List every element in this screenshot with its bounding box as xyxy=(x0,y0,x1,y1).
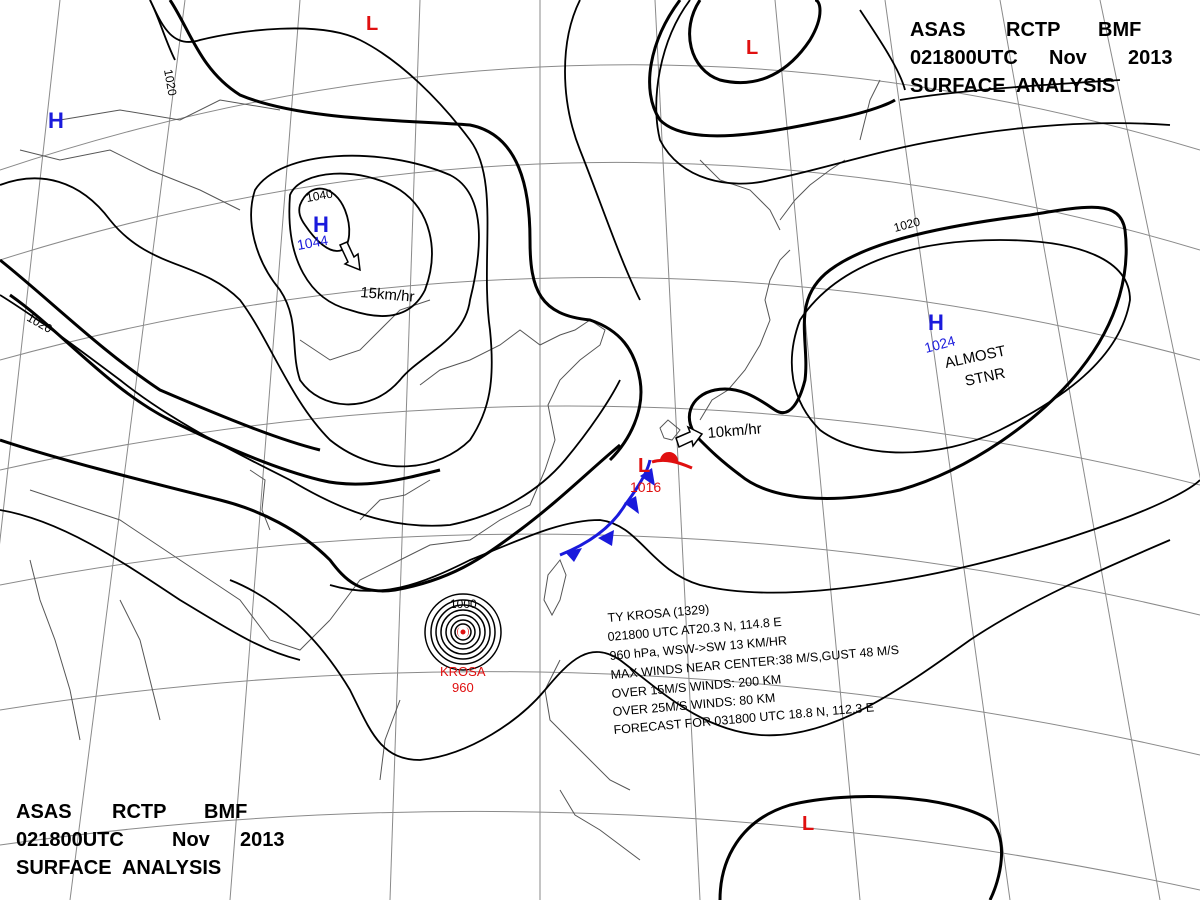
isobar-1016-west xyxy=(0,294,621,527)
high-symbol-pacific: H xyxy=(928,310,944,335)
header-bottom-left: ASAS RCTP BMF 021800UTC Nov 2013 SURFACE… xyxy=(16,801,285,879)
motion-label-frontal-low: 10km/hr xyxy=(707,420,762,442)
isobar-high-pacific-inner xyxy=(790,239,1131,454)
cold-front-triangle xyxy=(640,468,655,486)
header-office: BMF xyxy=(1098,19,1141,41)
footer-month: Nov xyxy=(172,829,211,851)
cold-front xyxy=(559,459,655,562)
isobar-label-nw: 1020 xyxy=(25,310,55,336)
isobar-sw-loop xyxy=(0,509,301,661)
isobar-1020-se xyxy=(718,795,1004,900)
isobar-1020-south xyxy=(0,438,621,593)
isobar-label-east: 1020 xyxy=(892,214,922,235)
motion-label-mongolia: 15km/hr xyxy=(360,284,415,306)
isobar-top-right xyxy=(859,9,906,91)
motion-arrow-mongolia xyxy=(338,241,361,272)
isobar-1024-north xyxy=(0,0,493,468)
header-top-right: ASAS RCTP BMF 021800UTC Nov 2013 SURFACE… xyxy=(910,19,1173,97)
typhoon-name: KROSA xyxy=(440,664,486,679)
typhoon-pressure: 960 xyxy=(452,680,474,695)
footer-title: SURFACE ANALYSIS xyxy=(16,857,221,879)
header-month: Nov xyxy=(1049,47,1088,69)
isobar-south xyxy=(229,539,1171,761)
isobar-1020-kamchatka xyxy=(688,0,822,85)
low-value-frontal: 1016 xyxy=(630,479,661,495)
isobar-label-top: 1020 xyxy=(161,68,179,97)
footer-year: 2013 xyxy=(240,829,285,851)
isobar-1020-top xyxy=(168,0,643,462)
typhoon-isobars xyxy=(424,593,502,671)
isobar-high-1036 xyxy=(288,172,433,317)
high-symbol-nw-edge: H xyxy=(48,108,64,133)
footer-station: RCTP xyxy=(112,801,166,823)
header-agency: ASAS xyxy=(910,19,966,41)
isobar-top-mid xyxy=(564,0,641,301)
low-symbol-kamchatka: L xyxy=(746,37,758,59)
low-symbol-north: L xyxy=(366,13,378,35)
high-value-pacific: 1024 xyxy=(923,332,957,356)
footer-agency: ASAS xyxy=(16,801,72,823)
header-year: 2013 xyxy=(1128,47,1173,69)
cold-front-triangle xyxy=(598,530,614,546)
isobars-thick xyxy=(0,0,1128,900)
cold-front-triangle xyxy=(565,548,582,562)
isobar-1020-west xyxy=(9,293,441,486)
isobar-high-1032 xyxy=(250,154,480,406)
isobar-kamchatka-loop xyxy=(655,0,1171,185)
high-symbol-mongolia: H xyxy=(313,212,329,237)
warm-front-semicircle xyxy=(660,451,679,462)
motion-arrow-frontal-low xyxy=(675,425,704,449)
header-time: 021800UTC xyxy=(910,47,1018,69)
isobar-1020-pacific xyxy=(687,205,1128,500)
isobar-typhoon-outer-band xyxy=(329,479,1200,594)
high-value-mongolia: 1044 xyxy=(296,232,330,253)
header-station: RCTP xyxy=(1006,19,1060,41)
footer-time: 021800UTC xyxy=(16,829,124,851)
header-title: SURFACE ANALYSIS xyxy=(910,75,1115,97)
isobar-east-edge xyxy=(899,79,1121,101)
typhoon-bulletin: TY KROSA (1329) 021800 UTC AT20.3 N, 114… xyxy=(607,602,900,737)
motion-label-pacific-2: STNR xyxy=(963,365,1007,390)
isobar-top-1020 xyxy=(149,0,176,61)
isobar-1020-upper xyxy=(648,0,896,138)
cold-front-triangle xyxy=(624,496,639,514)
isobar-1020-central xyxy=(0,258,321,452)
coastlines xyxy=(19,79,881,861)
low-symbol-southeast: L xyxy=(802,813,814,835)
isobar-label-typhoon: 1000 xyxy=(450,597,477,611)
isobar-label-high-1040: 1040 xyxy=(305,186,334,204)
isobars-thin xyxy=(0,0,1200,761)
low-symbol-frontal: L xyxy=(638,455,650,477)
warm-front xyxy=(651,451,693,470)
footer-office: BMF xyxy=(204,801,247,823)
typhoon-symbol xyxy=(457,625,469,639)
